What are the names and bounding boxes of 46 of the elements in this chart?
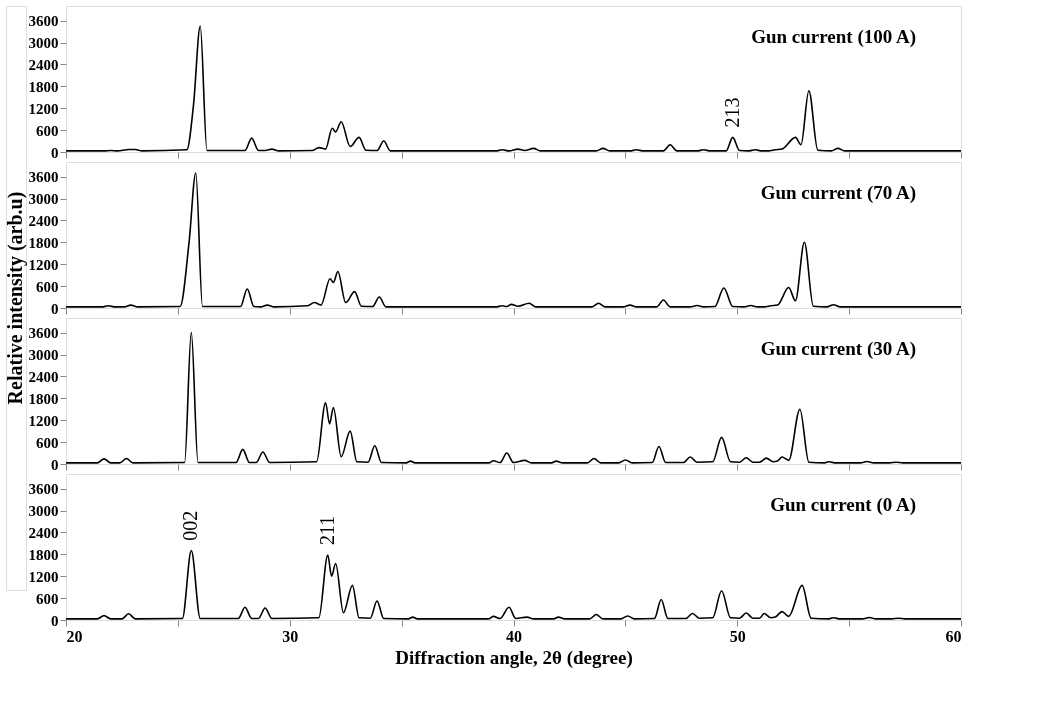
y-tick-label: 1200	[28, 412, 59, 429]
line-series	[65, 172, 962, 308]
y-tick-label: 600	[36, 590, 59, 607]
y-tick-label: 2400	[28, 368, 59, 385]
y-tick-label: 0	[51, 456, 59, 473]
annotation: Gun current (70 A)	[760, 182, 916, 204]
line-series	[65, 331, 962, 464]
y-tick-label: 600	[36, 122, 59, 139]
line-series	[65, 25, 962, 152]
y-tick-label: 3600	[28, 325, 59, 342]
y-tick-label: 3600	[28, 481, 59, 498]
y-tick-label: 600	[36, 434, 59, 451]
annotation: 211	[315, 515, 338, 546]
annotation: 213	[720, 97, 743, 128]
y-tick-label: 3000	[28, 191, 59, 207]
y-tick-label: 1200	[28, 568, 59, 585]
y-tick-label: 1800	[28, 390, 59, 407]
y-tick-label: 1200	[28, 256, 59, 273]
x-tick-label: 20	[66, 627, 83, 645]
y-tick-label: 2400	[28, 212, 59, 229]
y-tick-label: 1800	[28, 78, 59, 95]
y-tick-label: 1200	[28, 100, 59, 117]
y-tick-label: 3600	[28, 169, 59, 186]
y-tick-label: 0	[51, 612, 59, 629]
y-tick-label: 600	[36, 278, 59, 295]
y-tick-label: 0	[51, 144, 59, 161]
x-tick-label: 50	[729, 627, 746, 645]
y-tick-label: 3000	[28, 503, 59, 519]
y-tick-label: 3000	[28, 347, 59, 363]
y-tick-label: 3600	[28, 13, 59, 30]
x-tick-label: 30	[282, 627, 299, 645]
y-tick-label: 1800	[28, 234, 59, 251]
annotation: Gun current (0 A)	[770, 494, 916, 516]
y-axis-title: Relative intensity (arb.u)	[4, 191, 27, 405]
x-axis-title: Diffraction angle, 2θ (degree)	[395, 646, 633, 669]
x-tick-label: 60	[945, 627, 962, 645]
y-tick-label: 1800	[28, 546, 59, 563]
line-series	[65, 549, 962, 620]
y-tick-label: 2400	[28, 56, 59, 73]
x-tick-label: 40	[506, 627, 522, 645]
y-tick-label: 2400	[28, 524, 59, 541]
y-tick-label: 0	[51, 300, 59, 317]
annotation: 002	[179, 510, 202, 541]
y-tick-label: 3000	[28, 35, 59, 51]
annotation: Gun current (100 A)	[751, 26, 916, 48]
annotation: Gun current (30 A)	[760, 338, 916, 360]
